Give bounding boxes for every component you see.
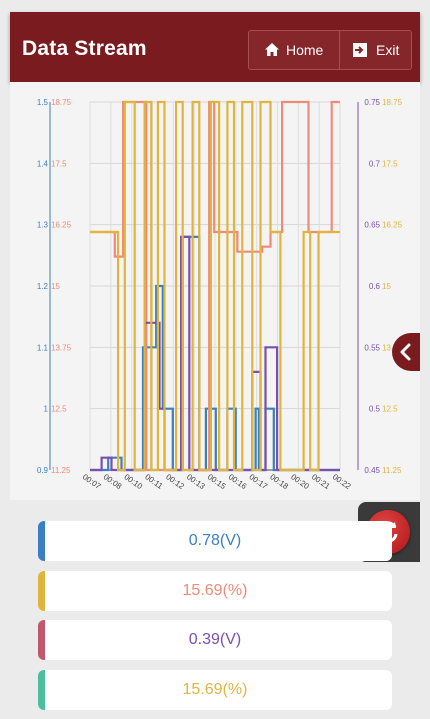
value-card-4[interactable]: 15.69(%) [38,670,392,710]
left-axis-tick-label: 1.2 [37,282,49,291]
x-tick-label: 00:07 [81,472,103,491]
x-tick-label: 00:10 [123,472,145,491]
home-icon [265,43,279,56]
x-tick-label: 00:16 [227,472,249,491]
right-axis-tick-label: 11.25 [382,466,402,475]
x-tick-label: 00:13 [185,472,207,491]
exit-label: Exit [376,42,400,58]
value-text: 0.39(V) [188,631,242,648]
app-header: Data Stream Home Exit [10,12,420,82]
left-axis-tick-label: 0.9 [37,466,49,475]
right-axis-tick-label: 0.6 [369,282,381,291]
value-card-1[interactable]: 0.78(V) [38,521,392,561]
left-axis-tick-label: 11.25 [51,466,71,475]
series-line-2 [90,100,340,472]
right-axis-tick-label: 0.65 [364,221,380,230]
value-card-color-bar [38,670,45,710]
header-button-group: Home Exit [248,30,412,70]
exit-button[interactable]: Exit [339,31,412,69]
value-text: 15.69(%) [182,681,248,698]
right-axis-tick-label: 0.5 [369,405,381,414]
x-tick-label: 00:18 [268,472,290,491]
left-axis-tick-label: 16.25 [51,221,72,230]
x-tick-label: 00:17 [248,472,270,491]
left-axis-tick-label: 17.5 [51,159,67,168]
chart-canvas: 0.9 1 1.1 1.2 1.3 1.4 1.5 11.25 12.5 13.75 15 16.25… [37,98,403,491]
right-axis-tick-label: 16.25 [382,221,403,230]
series-line-4 [90,100,340,472]
right-axis-tick-label: 15 [382,282,391,291]
chevron-left-icon [400,343,411,361]
x-tick-label: 00:12 [164,472,186,491]
left-axis-tick-label: 1.5 [37,98,49,107]
left-axis-tick-label: 13.75 [51,343,72,352]
left-axis-tick-label: 1.1 [37,343,49,352]
x-tick-label: 00:21 [310,472,332,491]
value-text: 0.78(V) [188,532,242,549]
value-card-color-bar [38,521,45,561]
collapse-panel-tab[interactable] [392,333,420,371]
right-axis-tick-label: 18.75 [382,98,403,107]
right-axis-tick-label: 17.5 [382,159,398,168]
left-axis-tick-label: 1 [44,405,49,414]
x-tick-label: 00:08 [102,472,124,491]
x-tick-label: 00:11 [143,472,165,491]
right-axis-tick-label: 0.55 [364,343,380,352]
data-stream-chart: 0.9 1 1.1 1.2 1.3 1.4 1.5 11.25 12.5 13.75 15 16.25… [10,82,420,500]
x-tick-label: 00:15 [206,472,228,491]
left-axis-tick-label: 15 [51,282,60,291]
value-card-3[interactable]: 0.39(V) [38,620,392,660]
home-label: Home [286,42,324,58]
right-axis-tick-label: 0.7 [369,159,381,168]
left-axis-tick-label: 18.75 [51,98,72,107]
left-axis-tick-label: 1.4 [37,159,49,168]
value-text: 15.69(%) [182,582,248,599]
right-axis-tick-label: 12.5 [382,405,398,414]
series-line-3 [90,235,340,472]
x-tick-label: 00:20 [289,472,311,491]
left-axis-tick-label: 1.3 [37,221,49,230]
value-card-color-bar [38,620,45,660]
exit-icon [353,43,367,57]
page-title: Data Stream [22,37,147,60]
x-tick-label: 00:22 [331,472,353,491]
value-card-2[interactable]: 15.69(%) [38,571,392,611]
home-button[interactable]: Home [249,31,339,69]
right-axis-tick-label: 0.45 [364,466,380,475]
value-card-color-bar [38,571,45,611]
right-axis-tick-label: 0.75 [364,98,380,107]
left-axis-tick-label: 12.5 [51,405,67,414]
